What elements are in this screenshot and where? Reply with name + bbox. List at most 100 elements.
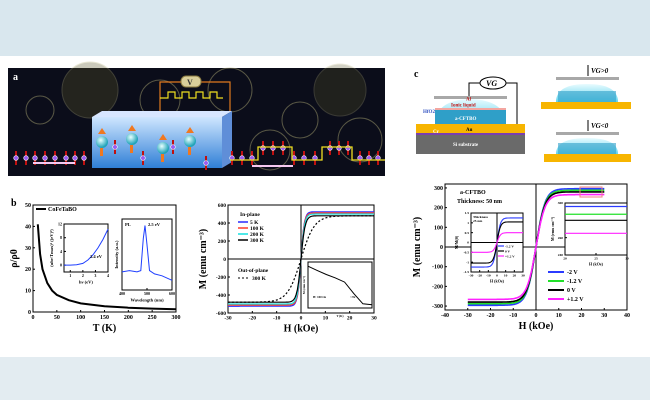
chart-b_rho_inset_pl: 400 500 600 Wavelength (nm) Intensity (a.u.)… [114,218,175,303]
gate-positive-diagram: VG>0 [541,65,631,109]
x-tick-label: 250 [148,315,157,321]
gate-voltage-source [479,76,507,90]
y-tick-label: -400 [216,293,226,299]
x-tick-label: 0 [32,315,35,321]
y-tick-label: 0 [28,310,31,316]
series-line [467,193,605,301]
y-tick-label: 10 [25,289,31,295]
annotation: 25 nm [473,219,482,223]
x-tick-label: 30 [625,257,629,261]
x-tick-label: 50 [54,315,60,321]
panel-a-label: a [13,72,18,83]
legend-label: -2 V [567,270,578,276]
legend-label: 5 K [250,220,259,226]
y-axis-label: (αhν/Tmax)² ((eV)²) [49,229,54,267]
chart-c_inset_zoom: 20 25 30 240 260 300 H (kOe) M (emu cm⁻³) [550,201,629,266]
electron [32,155,38,161]
x-tick-label: 30 [521,274,525,278]
x-axis-label: T (K) [93,323,116,334]
bottom-band [0,357,650,400]
cr-label: Cr [433,130,440,135]
y-tick-label: -100 [432,265,443,271]
annotation: 2.4 eV [90,254,103,259]
gate-negative-label: VG<0 [591,122,609,130]
x-tick-label: -10 [273,316,281,322]
x-tick-label: -20 [249,316,257,322]
x-tick-label: -10 [486,274,491,278]
magnetic-moments [96,125,196,162]
x-tick-label: -20 [477,274,482,278]
group-label: Out-of-plane [238,268,269,274]
y-tick-label: 300 [558,201,564,205]
x-tick-label: 0 [535,313,538,319]
voltmeter-label: V [187,78,193,87]
y-axis-label: M (emu cm⁻³) [302,276,306,294]
y-axis-label: Intensity (a.u.) [114,240,119,269]
y-tick-label: 200 [218,239,227,245]
x-tick-label: 400 [119,291,125,296]
annotation: ~Tc [350,295,356,299]
x-tick-label: 100 [76,315,85,321]
x-tick-label: 25 [594,257,598,261]
y-axis-label: ρ/ρ0 [9,249,20,267]
x-tick-label: 30 [601,313,607,319]
zoom-box [579,186,603,198]
x-tick-label: -30 [224,316,232,322]
gate-negative-diagram: VG<0 [544,120,631,162]
electron [112,144,118,150]
voltmeter [180,75,202,88]
substrate-label: Si substrate [453,143,479,148]
electron [203,160,209,166]
x-tick-label: 20 [513,274,517,278]
legend-label: 0 V [505,250,511,254]
y-tick-label: -300 [432,304,443,310]
pulse-train [160,91,223,99]
x-tick-label: -20 [487,313,495,319]
legend-label: 100 K [250,226,265,232]
y-tick-label: 1 [467,221,469,225]
x-axis-label: H (kOe) [490,279,505,284]
x-tick-label: 150 [100,315,109,321]
y-axis-label: M (emu cm⁻³) [198,229,209,289]
x-tick-label: 0 [496,274,498,278]
y-tick-label: 200 [434,206,443,212]
y-axis-label: M/M(0) [454,235,459,249]
x-axis-label: H (kOe) [284,324,319,335]
y-tick-label: -600 [216,311,226,317]
y-tick-label: 0.5 [465,231,470,235]
series-line [36,224,177,311]
au-label: Au [466,128,473,133]
x-tick-label: -30 [469,274,474,278]
al-electrode [434,96,507,99]
legend-label: +1.2 V [567,297,584,303]
legend-label: +1.2 V [505,255,515,259]
x-axis-label: Wavelength (nm) [130,298,164,303]
si-substrate [416,135,525,154]
x-tick-label: 500 [144,291,150,296]
y-tick-label: 400 [218,221,227,227]
gate-voltage-label: VG [486,79,497,88]
panel-c-label: c [414,69,419,80]
plot-frame [307,261,373,309]
y-tick-label: 0 [223,257,226,263]
x-tick-label: 20 [563,257,567,261]
y-tick-label: 1.5 [465,211,470,215]
electron [81,155,87,161]
x-tick-label: 10 [556,313,562,319]
annotation: 2.5 eV [148,222,161,227]
y-tick-label: -1 [466,260,469,264]
y-tick-label: 0 [60,262,62,267]
electron [13,155,19,161]
y-tick-label: 4 [60,249,62,254]
series-line [307,265,373,306]
panel-c-schematic: c VG Al Ionic liquid HfO2 a-CFTBO Au Cr … [11,65,631,209]
annotation: a-CFTBO [460,190,486,196]
panel-a: a V [8,61,385,176]
series-line [471,232,523,253]
x-tick-label: 20 [347,316,353,322]
panel-b-label: b [11,198,17,209]
legend-label: 200 K [250,232,265,238]
